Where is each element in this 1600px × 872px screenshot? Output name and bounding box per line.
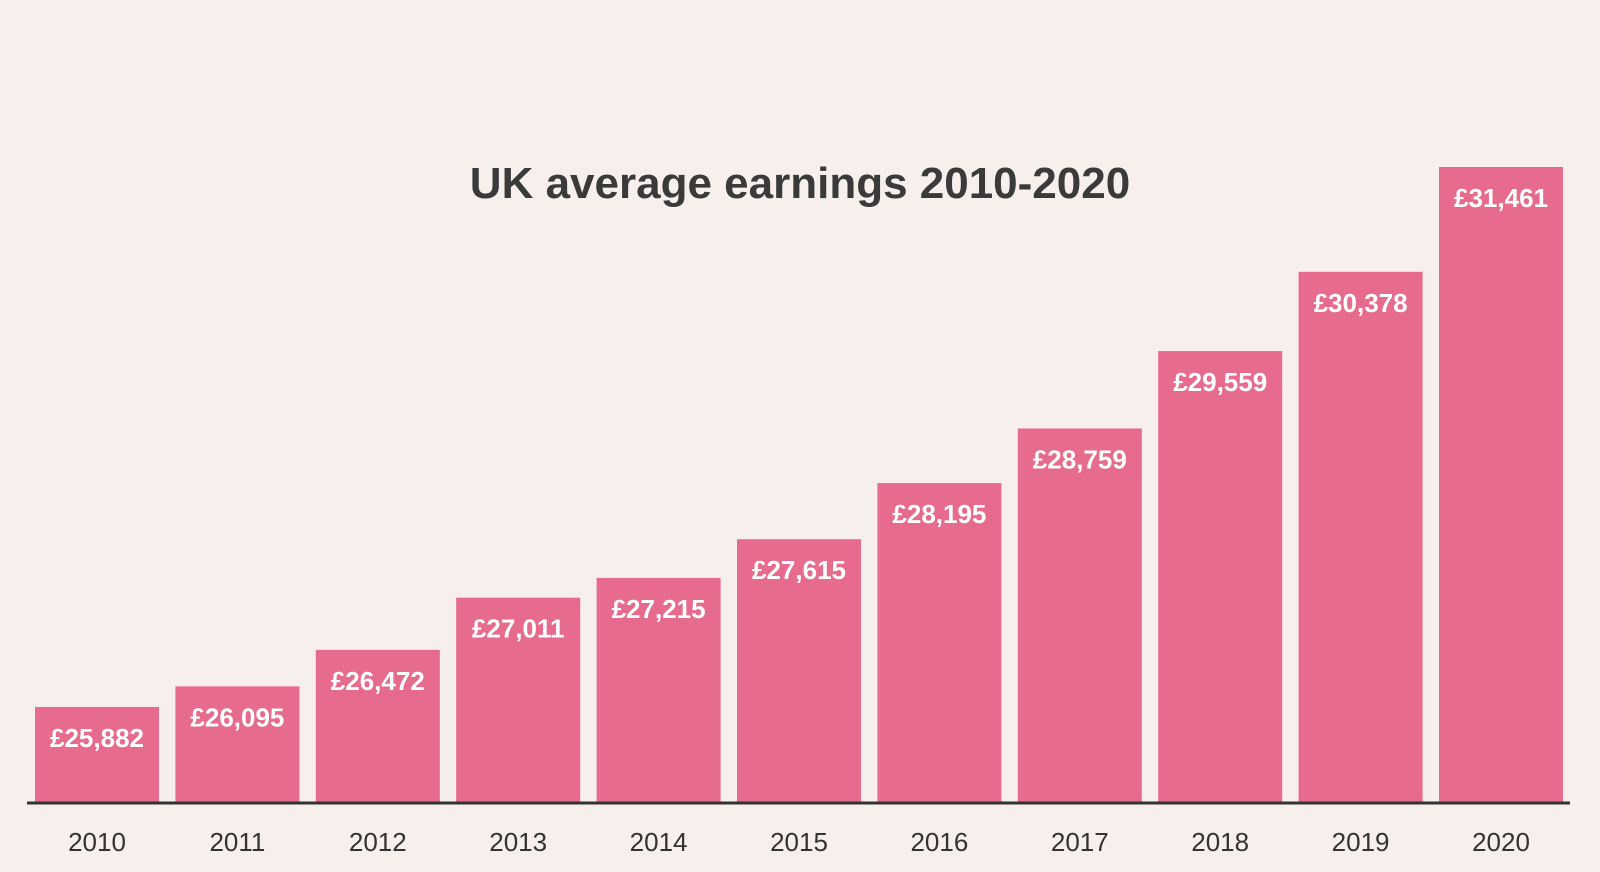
- bar-2016: [877, 483, 1002, 802]
- bar-2015: [737, 539, 861, 802]
- x-tick-label-2011: 2011: [209, 827, 265, 857]
- bar-2014: [596, 577, 721, 802]
- x-tick-label-2012: 2012: [349, 827, 407, 857]
- x-tick-label-2016: 2016: [910, 827, 968, 857]
- bar-value-label-2010: £25,882: [50, 723, 144, 753]
- chart-title: UK average earnings 2010-2020: [470, 159, 1130, 208]
- x-tick-label-2015: 2015: [770, 827, 828, 857]
- x-tick-label-2013: 2013: [489, 827, 547, 857]
- bar-2013: [456, 597, 581, 802]
- bar-2010: [35, 706, 159, 802]
- bar-2018: [1158, 351, 1283, 802]
- bar-value-label-2015: £27,615: [752, 555, 846, 585]
- bar-value-label-2012: £26,472: [331, 666, 425, 696]
- x-tick-label-2010: 2010: [68, 827, 126, 857]
- bar-value-label-2017: £28,759: [1033, 445, 1127, 475]
- bar-value-label-2014: £27,215: [612, 594, 706, 624]
- bar-2011: [175, 686, 300, 802]
- x-tick-label-2018: 2018: [1191, 827, 1249, 857]
- x-axis-ticks: 2010 2011 2012 2013 2014 2015 2016 2017 2018 2019…: [68, 827, 1530, 857]
- bar-value-label-2020: £31,461: [1454, 183, 1548, 213]
- bar-2017: [1017, 428, 1142, 802]
- bar-2012: [315, 649, 440, 802]
- bar-value-label-2016: £28,195: [892, 499, 986, 529]
- bar-value-label-2019: £30,378: [1314, 288, 1408, 318]
- bar-value-label-2013: £27,011: [472, 614, 565, 644]
- x-tick-label-2019: 2019: [1332, 827, 1390, 857]
- bars-group: £25,882 £26,095 £26,472 £27,011 £27,215 £27,6…: [35, 167, 1563, 802]
- x-tick-label-2014: 2014: [630, 827, 688, 857]
- bar-value-label-2011: £26,095: [190, 702, 284, 732]
- bar-value-label-2018: £29,559: [1173, 367, 1267, 397]
- x-tick-label-2017: 2017: [1051, 827, 1109, 857]
- bar-2020: [1439, 167, 1563, 802]
- x-tick-label-2020: 2020: [1472, 827, 1530, 857]
- bar-2019: [1298, 271, 1423, 802]
